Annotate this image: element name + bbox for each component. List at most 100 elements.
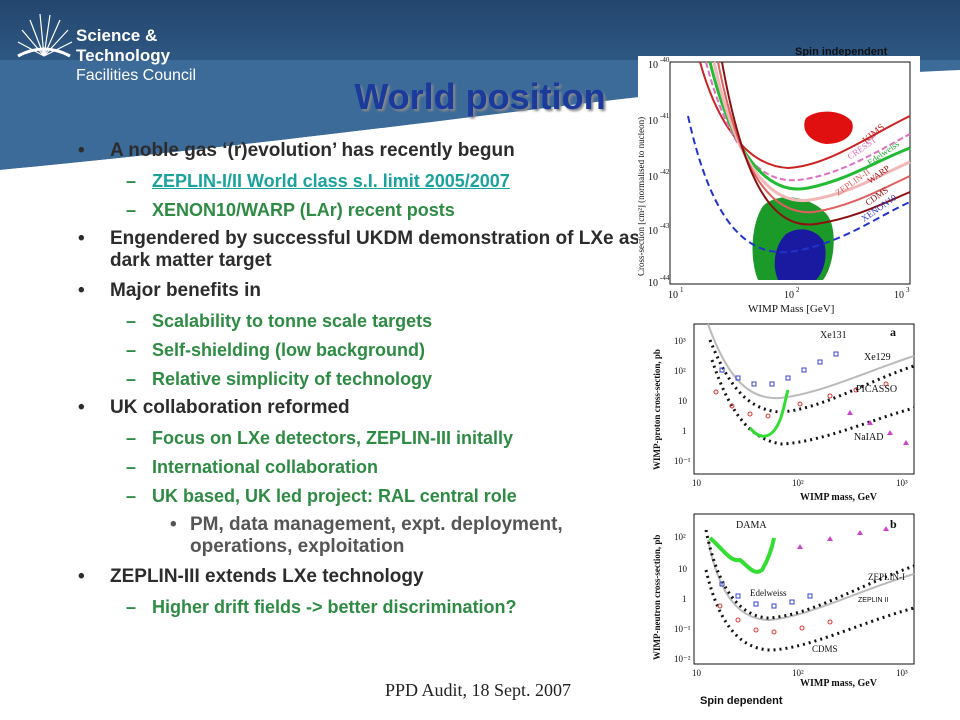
xtick-exp-0: 1 bbox=[680, 286, 684, 294]
bullet-marker: • bbox=[78, 397, 85, 418]
bullet-marker: • bbox=[170, 514, 177, 535]
n-ytick-1: 10 bbox=[678, 564, 688, 574]
label-xe129: Xe129 bbox=[864, 352, 891, 363]
n-xtick-2: 10³ bbox=[896, 668, 908, 678]
p-ytick-2: 10 bbox=[678, 396, 688, 406]
page-title: World position bbox=[354, 76, 606, 117]
bullet-text: A noble gas ‘(r)evolution’ has recently … bbox=[110, 140, 515, 161]
ytick-exp-0: -40 bbox=[660, 56, 670, 64]
org-subname: Facilities Council bbox=[76, 67, 197, 84]
label-dama: DAMA bbox=[736, 520, 767, 531]
bullet-text: Higher drift fields -> better discrimina… bbox=[152, 597, 517, 617]
dash-marker: – bbox=[126, 457, 137, 477]
n-ytick-4: 10⁻² bbox=[674, 654, 691, 664]
ytick-1: 10 bbox=[648, 116, 658, 127]
label-cdms-b: CDMS bbox=[812, 644, 838, 654]
bullet-item-level-2: – Scalability to tonne scale targets bbox=[78, 310, 658, 332]
bullet-marker: • bbox=[78, 228, 85, 249]
p-xtick-1: 10² bbox=[792, 478, 804, 488]
panel-a-label: a bbox=[890, 325, 896, 339]
bullet-marker: • bbox=[78, 566, 85, 587]
bullet-text: Relative simplicity of technology bbox=[152, 369, 433, 389]
ytick-exp-3: -43 bbox=[660, 222, 670, 230]
bullet-text: UK based, UK led project: RAL central ro… bbox=[152, 486, 517, 506]
bullet-text: PM, data management, expt. deployment, o… bbox=[190, 514, 563, 557]
bullet-text: International collaboration bbox=[152, 457, 379, 477]
dash-marker: – bbox=[126, 340, 137, 360]
bullet-item-level-2: – UK based, UK led project: RAL central r… bbox=[78, 485, 658, 507]
xtick-0: 10 bbox=[668, 290, 678, 301]
bullet-text: XENON10/WARP (LAr) recent posts bbox=[152, 200, 455, 220]
spin-dependent-proton-plot: Xe131 Xe129 PICASSO NaIAD a 10³ 10² 10 1… bbox=[650, 320, 920, 506]
spin-dependent-neutron-plot: DAMA ZEPLIN-I Edelweiss CDMS b ZEPLIN II… bbox=[650, 510, 920, 688]
org-name: Science & Technology bbox=[76, 26, 171, 65]
p-ylabel: WIMP-proton cross-section, pb bbox=[652, 349, 662, 470]
red-region bbox=[804, 111, 853, 144]
dash-marker: – bbox=[126, 171, 137, 191]
bullet-item-level-1: • UK collaboration reformed bbox=[78, 397, 658, 419]
ytick-2: 10 bbox=[648, 172, 658, 183]
bullet-marker: • bbox=[78, 280, 85, 301]
dash-marker: – bbox=[126, 428, 137, 448]
footer-text: PPD Audit, 18 Sept. 2007 bbox=[385, 680, 572, 700]
ytick-4: 10 bbox=[648, 278, 658, 289]
dash-marker: – bbox=[126, 200, 137, 220]
ylabel-si: Cross-section [cm²] (normalised to nucle… bbox=[638, 117, 646, 276]
xlabel-si: WIMP Mass [GeV] bbox=[748, 303, 834, 315]
dash-marker: – bbox=[126, 311, 137, 331]
ytick-exp-2: -42 bbox=[660, 168, 670, 176]
spin-independent-caption: Spin independent bbox=[795, 46, 888, 58]
bullet-list: • A noble gas ‘(r)evolution’ has recently… bbox=[78, 140, 658, 625]
bullet-item-level-2: – Self-shielding (low background) bbox=[78, 339, 658, 361]
bullet-item-level-2: – Relative simplicity of technology bbox=[78, 368, 658, 390]
label-zeplin2-overlay: ZEPLIN II bbox=[858, 597, 888, 604]
dash-marker: – bbox=[126, 369, 137, 389]
p-xlabel: WIMP mass, GeV bbox=[800, 492, 878, 503]
label-xe131: Xe131 bbox=[820, 330, 847, 341]
bullet-text: Engendered by successful UKDM demonstrat… bbox=[110, 228, 656, 271]
xtick-exp-2: 3 bbox=[906, 286, 910, 294]
n-xtick-1: 10² bbox=[792, 668, 804, 678]
bullet-item-level-1: • ZEPLIN-III extends LXe technology bbox=[78, 566, 658, 588]
n-ytick-2: 1 bbox=[682, 594, 687, 604]
n-ytick-0: 10² bbox=[674, 532, 686, 542]
label-edelweiss-b: Edelweiss bbox=[750, 588, 787, 598]
p-ytick-4: 10⁻¹ bbox=[674, 456, 691, 466]
bullet-item-level-2: – XENON10/WARP (LAr) recent posts bbox=[78, 199, 658, 221]
bullet-item-level-2[interactable]: – ZEPLIN-I/II World class s.I. limit 2005… bbox=[78, 170, 658, 192]
dash-marker: – bbox=[126, 597, 137, 617]
blue-region bbox=[774, 229, 826, 280]
bullet-text: ZEPLIN-III extends LXe technology bbox=[110, 566, 424, 587]
bullet-item-level-1: • Major benefits in bbox=[78, 280, 658, 302]
bullet-marker: • bbox=[78, 140, 85, 161]
bullet-text: Scalability to tonne scale targets bbox=[152, 311, 433, 331]
xtick-exp-1: 2 bbox=[796, 286, 800, 294]
ytick-exp-4: -44 bbox=[660, 274, 670, 282]
ytick-0: 10 bbox=[648, 60, 658, 71]
label-zeplin1: ZEPLIN-I bbox=[868, 572, 905, 582]
bullet-text: Focus on LXe detectors, ZEPLIN-III inita… bbox=[152, 428, 514, 448]
p-ytick-3: 1 bbox=[682, 426, 687, 436]
p-ytick-0: 10³ bbox=[674, 336, 686, 346]
bullet-item-level-2: – Focus on LXe detectors, ZEPLIN-III init… bbox=[78, 427, 658, 449]
bullet-item-level-1: • A noble gas ‘(r)evolution’ has recently… bbox=[78, 140, 658, 162]
bullet-item-level-3: • PM, data management, expt. deployment, … bbox=[78, 514, 658, 558]
starburst-icon bbox=[17, 13, 73, 58]
n-xlabel: WIMP mass, GeV bbox=[800, 678, 878, 688]
bullet-text: UK collaboration reformed bbox=[110, 397, 350, 418]
bullet-text: Self-shielding (low background) bbox=[152, 340, 426, 360]
xtick-2: 10 bbox=[894, 290, 904, 301]
p-xtick-0: 10 bbox=[692, 478, 702, 488]
p-ytick-1: 10² bbox=[674, 366, 686, 376]
bullet-item-level-2: – International collaboration bbox=[78, 456, 658, 478]
n-ytick-3: 10⁻¹ bbox=[674, 624, 691, 634]
bullet-text: Major benefits in bbox=[110, 280, 261, 301]
bullet-item-level-1: • Engendered by successful UKDM demonstra… bbox=[78, 228, 658, 272]
ytick-3: 10 bbox=[648, 226, 658, 237]
n-xtick-0: 10 bbox=[692, 668, 702, 678]
bullet-item-level-2: – Higher drift fields -> better discrimin… bbox=[78, 596, 658, 618]
spin-independent-plot: KIMS CRESST Edelweiss WARP ZEPLIN-II CDM… bbox=[638, 56, 920, 318]
label-picasso: PICASSO bbox=[856, 384, 897, 395]
dash-marker: – bbox=[126, 486, 137, 506]
bullet-link[interactable]: ZEPLIN-I/II World class s.I. limit 2005/… bbox=[152, 171, 510, 191]
